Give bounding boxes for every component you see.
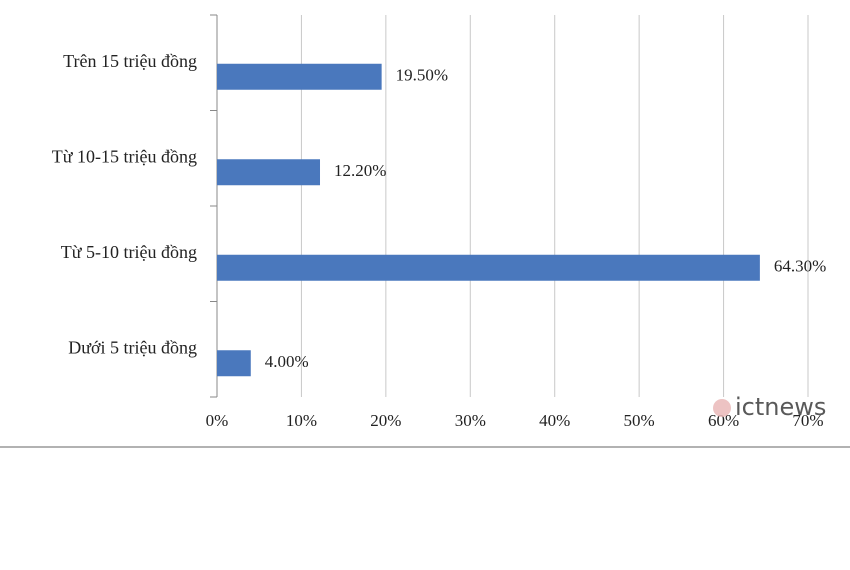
bar (217, 350, 251, 377)
value-label: 4.00% (265, 352, 309, 371)
x-tick-label: 30% (455, 411, 486, 430)
x-tick-label: 70% (792, 411, 823, 430)
watermark: ictnews (735, 393, 826, 421)
bar (217, 63, 382, 90)
value-label: 64.30% (774, 257, 826, 276)
x-tick-label: 60% (708, 411, 739, 430)
value-label: 12.20% (334, 161, 386, 180)
x-tick-label: 0% (206, 411, 229, 430)
y-tick-label: Trên 15 triệu đồng (63, 51, 197, 71)
bar (217, 159, 321, 186)
x-tick-label: 40% (539, 411, 570, 430)
y-tick-label: Từ 10-15 triệu đồng (52, 146, 197, 166)
value-label: 19.50% (396, 66, 448, 85)
x-tick-label: 10% (286, 411, 317, 430)
x-tick-label: 20% (370, 411, 401, 430)
watermark-logo (713, 399, 731, 417)
y-tick-label: Dưới 5 triệu đồng (68, 337, 197, 357)
x-tick-label: 50% (624, 411, 655, 430)
y-tick-label: Từ 5-10 triệu đồng (61, 242, 197, 262)
bar (217, 254, 760, 281)
